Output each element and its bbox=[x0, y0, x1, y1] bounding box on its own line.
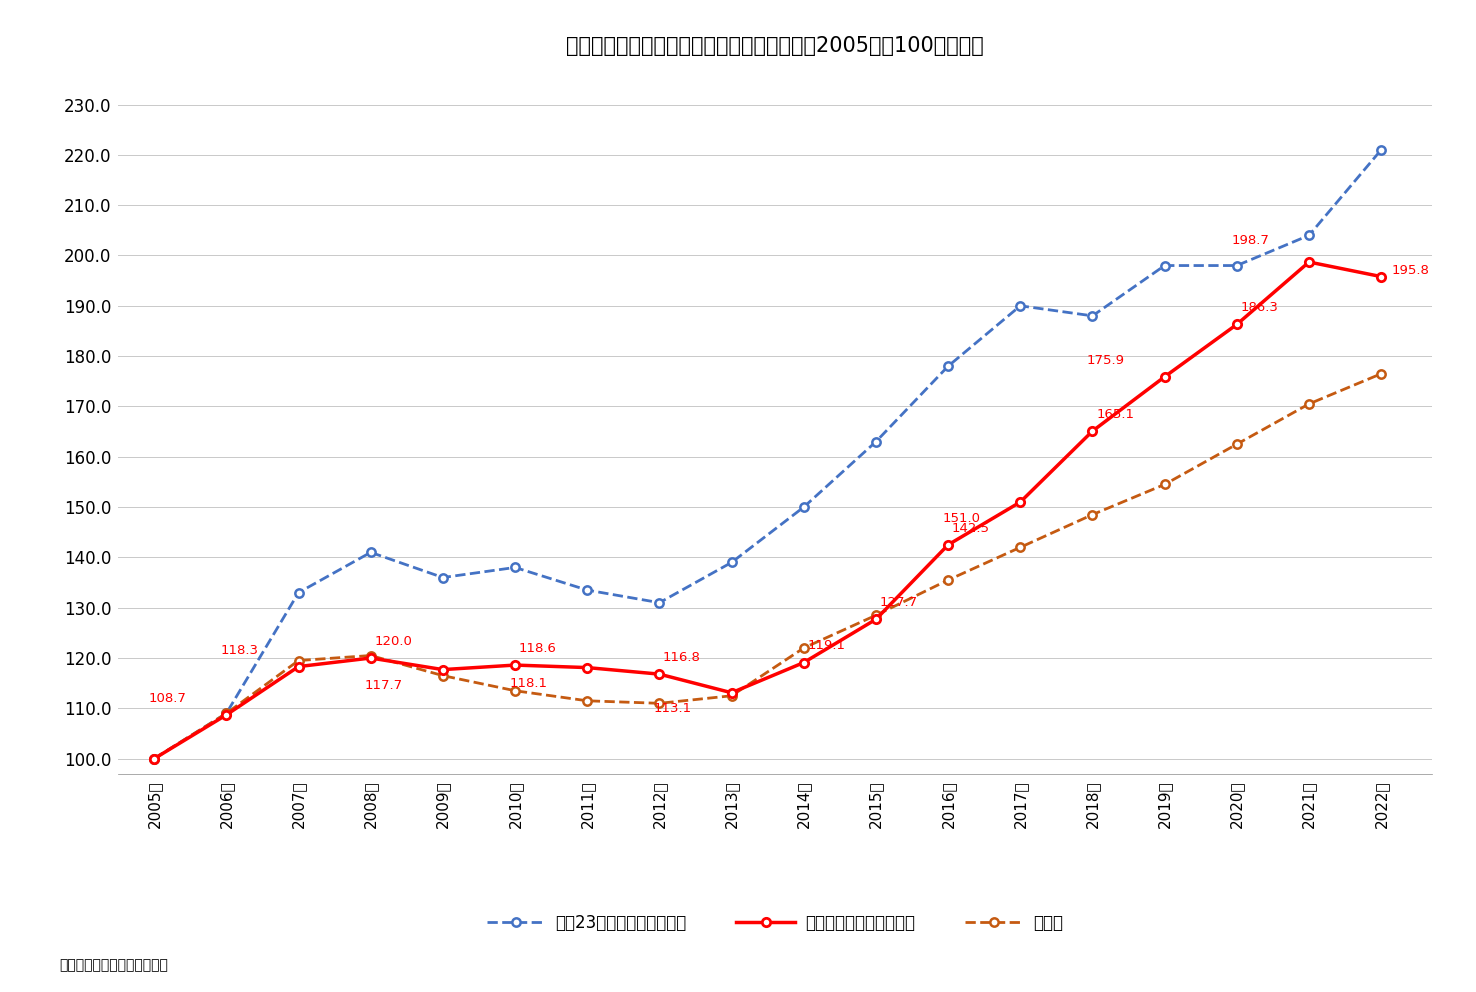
東京23区タワーマンション bbox=[796, 501, 813, 513]
関西圏 bbox=[1083, 509, 1101, 521]
関西圏タワーマンション bbox=[866, 613, 884, 625]
Text: 151.0: 151.0 bbox=[943, 512, 980, 525]
関西圏タワーマンション bbox=[217, 709, 235, 721]
Text: 118.3: 118.3 bbox=[221, 644, 258, 657]
関西圏 bbox=[145, 753, 162, 765]
関西圏 bbox=[1373, 368, 1390, 380]
関西圏 bbox=[362, 650, 379, 662]
東京23区タワーマンション bbox=[145, 753, 162, 765]
Text: 108.7: 108.7 bbox=[149, 691, 186, 705]
東京23区タワーマンション bbox=[579, 584, 596, 596]
東京23区タワーマンション bbox=[1300, 229, 1318, 241]
Text: 118.6: 118.6 bbox=[518, 642, 556, 655]
Text: 113.1: 113.1 bbox=[654, 702, 692, 715]
Text: 116.8: 116.8 bbox=[663, 651, 701, 664]
関西圏 bbox=[1011, 542, 1029, 554]
関西圏タワーマンション bbox=[1083, 426, 1101, 437]
東京23区タワーマンション bbox=[723, 557, 741, 568]
関西圏 bbox=[651, 697, 669, 709]
東京23区タワーマンション bbox=[289, 586, 307, 598]
Line: 関西圏タワーマンション: 関西圏タワーマンション bbox=[151, 258, 1386, 763]
Line: 東京23区タワーマンション: 東京23区タワーマンション bbox=[151, 146, 1386, 763]
関西圏タワーマンション bbox=[289, 661, 307, 673]
Text: 119.1: 119.1 bbox=[807, 640, 846, 653]
関西圏タワーマンション bbox=[579, 662, 596, 674]
Text: 186.3: 186.3 bbox=[1240, 302, 1278, 314]
関西圏 bbox=[1156, 478, 1173, 490]
関西圏タワーマンション bbox=[939, 539, 956, 551]
東京23区タワーマンション bbox=[506, 561, 524, 573]
関西圏 bbox=[866, 609, 884, 621]
Text: 198.7: 198.7 bbox=[1231, 234, 1269, 247]
Text: 195.8: 195.8 bbox=[1392, 264, 1430, 277]
関西圏 bbox=[579, 694, 596, 706]
東京23区タワーマンション bbox=[362, 547, 379, 558]
Text: 127.7: 127.7 bbox=[880, 596, 918, 609]
Line: 関西圏: 関西圏 bbox=[151, 370, 1386, 763]
東京23区タワーマンション bbox=[1228, 260, 1246, 272]
関西圏 bbox=[289, 655, 307, 667]
Text: 118.1: 118.1 bbox=[509, 678, 548, 690]
Text: 142.5: 142.5 bbox=[952, 522, 990, 535]
Title: 図表－７　「タワーマンション価格指数」（2005年＝100、年次）: 図表－７ 「タワーマンション価格指数」（2005年＝100、年次） bbox=[565, 36, 984, 56]
関西圏タワーマンション bbox=[1011, 496, 1029, 508]
Text: 120.0: 120.0 bbox=[375, 635, 412, 648]
東京23区タワーマンション bbox=[217, 707, 235, 719]
Text: 175.9: 175.9 bbox=[1086, 354, 1125, 367]
関西圏タワーマンション bbox=[434, 664, 452, 676]
関西圏タワーマンション bbox=[1373, 271, 1390, 283]
東京23区タワーマンション bbox=[1083, 310, 1101, 321]
Legend: 東京23区タワーマンション, 関西圏タワーマンション, 関西圏: 東京23区タワーマンション, 関西圏タワーマンション, 関西圏 bbox=[480, 907, 1070, 938]
関西圏タワーマンション bbox=[1300, 256, 1318, 268]
関西圏 bbox=[434, 670, 452, 682]
Text: 117.7: 117.7 bbox=[365, 680, 403, 692]
関西圏タワーマンション bbox=[145, 753, 162, 765]
関西圏 bbox=[723, 689, 741, 701]
関西圏 bbox=[796, 642, 813, 654]
関西圏 bbox=[1228, 438, 1246, 450]
Text: （出所）ニッセイ基礎研究所: （出所）ニッセイ基礎研究所 bbox=[59, 958, 168, 972]
関西圏タワーマンション bbox=[796, 657, 813, 669]
関西圏 bbox=[217, 707, 235, 719]
東京23区タワーマンション bbox=[866, 435, 884, 447]
関西圏タワーマンション bbox=[506, 659, 524, 671]
東京23区タワーマンション bbox=[1156, 260, 1173, 272]
関西圏 bbox=[939, 574, 956, 586]
東京23区タワーマンション bbox=[939, 360, 956, 372]
東京23区タワーマンション bbox=[651, 597, 669, 609]
関西圏タワーマンション bbox=[651, 669, 669, 681]
関西圏タワーマンション bbox=[362, 652, 379, 664]
関西圏タワーマンション bbox=[1228, 318, 1246, 330]
東京23区タワーマンション bbox=[1011, 300, 1029, 311]
東京23区タワーマンション bbox=[434, 571, 452, 583]
関西圏タワーマンション bbox=[723, 686, 741, 698]
関西圏 bbox=[506, 684, 524, 696]
関西圏タワーマンション bbox=[1156, 371, 1173, 383]
Text: 165.1: 165.1 bbox=[1097, 408, 1134, 421]
東京23区タワーマンション bbox=[1373, 144, 1390, 156]
関西圏 bbox=[1300, 398, 1318, 410]
